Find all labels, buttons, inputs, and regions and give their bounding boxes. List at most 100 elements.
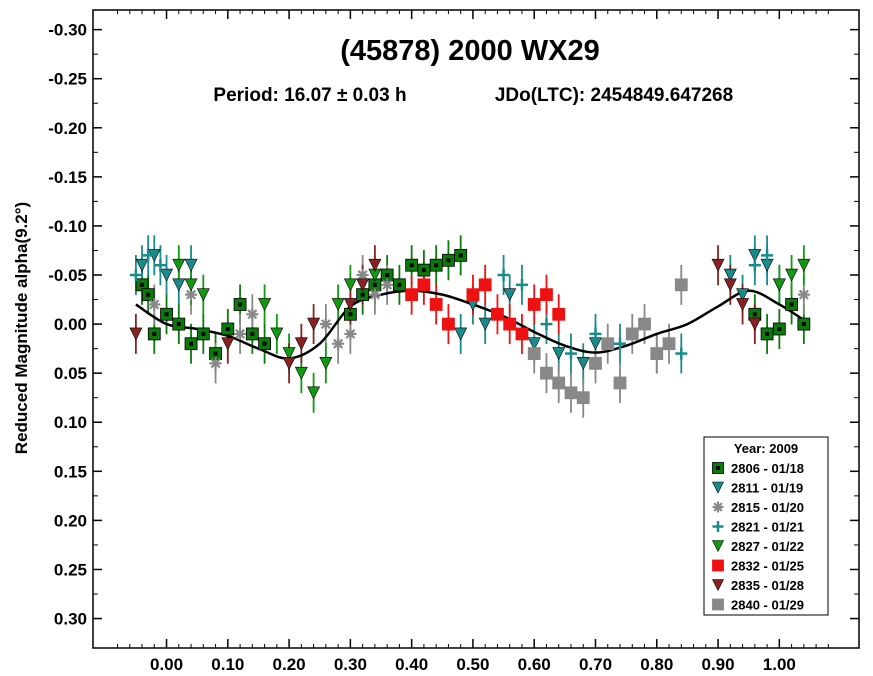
marker-square <box>405 288 419 302</box>
legend-marker-2806 <box>712 462 724 474</box>
marker-dot <box>434 263 439 268</box>
y-axis-label: Reduced Magnitude alpha(9.2°) <box>12 202 31 454</box>
marker-square <box>650 347 664 360</box>
point-2815 <box>246 308 259 321</box>
marker-square <box>478 278 492 292</box>
legend-entry-2815: 2815 - 01/20 <box>731 500 804 515</box>
marker-triangle <box>221 337 235 351</box>
marker-dot <box>360 292 365 297</box>
point-2811 <box>736 288 750 302</box>
marker-triangle <box>270 327 284 341</box>
point-2821 <box>129 269 142 282</box>
point-2827 <box>331 298 345 312</box>
point-2840 <box>601 337 615 351</box>
marker-triangle <box>368 258 382 272</box>
legend-title: Year: 2009 <box>734 441 798 456</box>
point-2806 <box>147 327 161 341</box>
chart-subtitle-period: Period: 16.07 ± 0.03 h <box>213 85 406 106</box>
marker-square <box>662 337 676 351</box>
point-2832 <box>552 307 566 321</box>
point-2806 <box>392 278 406 292</box>
point-2821 <box>142 249 155 262</box>
legend-entry-2821: 2821 - 01/21 <box>731 520 804 535</box>
point-2815 <box>319 318 332 331</box>
marker-square <box>527 298 541 311</box>
x-tick-label: 0.50 <box>456 655 489 674</box>
y-tick-label: 0.00 <box>54 315 87 334</box>
legend-marker-2821 <box>712 521 724 532</box>
x-tick-label: 0.40 <box>395 655 428 674</box>
legend-box <box>703 436 829 616</box>
marker-triangle <box>712 579 724 592</box>
y-tick-label: 0.05 <box>54 364 87 383</box>
point-2815 <box>381 278 394 291</box>
point-2815 <box>148 298 161 311</box>
y-tick-label: -0.25 <box>48 70 87 89</box>
marker-dot <box>752 312 757 317</box>
point-2815 <box>344 327 357 340</box>
point-2832 <box>515 327 529 341</box>
legend-entry-2832: 2832 - 01/25 <box>731 559 804 574</box>
y-axis-ticks: -0.30 -0.25 -0.20 -0.15 -0.10 -0.05 0.00 0.05 0.… <box>48 21 859 629</box>
point-2832 <box>466 288 480 302</box>
point-2827 <box>785 268 799 282</box>
point-2815 <box>234 327 247 340</box>
marker-dot <box>789 302 794 307</box>
y-tick-label: 0.10 <box>54 413 87 432</box>
marker-triangle <box>356 278 370 292</box>
x-tick-label: 0.00 <box>150 655 183 674</box>
point-2821 <box>748 259 761 272</box>
marker-triangle <box>258 298 272 312</box>
y-tick-label: 0.15 <box>54 462 87 481</box>
marker-dot <box>189 341 194 346</box>
point-2827 <box>307 386 321 400</box>
point-2835 <box>748 317 762 331</box>
point-2811 <box>748 249 762 263</box>
point-2806 <box>429 258 443 272</box>
y-tick-label: -0.30 <box>48 21 87 40</box>
point-2821 <box>614 337 627 350</box>
marker-square <box>417 278 431 292</box>
point-2832 <box>429 298 443 311</box>
legend-marker-2827 <box>712 540 724 553</box>
point-2811 <box>503 288 517 302</box>
x-tick-label: 1.00 <box>763 655 796 674</box>
marker-triangle <box>282 357 296 371</box>
marker-square <box>466 288 480 302</box>
y-tick-label: -0.15 <box>48 168 87 187</box>
point-2840 <box>552 376 566 390</box>
marker-triangle <box>454 327 468 341</box>
point-2811 <box>478 317 492 331</box>
marker-triangle <box>319 357 333 371</box>
marker-dot <box>385 273 390 278</box>
point-2806 <box>209 347 222 360</box>
point-2811 <box>527 337 541 351</box>
point-2806 <box>141 288 155 302</box>
marker-triangle <box>343 298 357 312</box>
legend-marker-2815 <box>712 501 724 513</box>
y-tick-label: 0.25 <box>54 560 87 579</box>
marker-triangle <box>736 298 750 312</box>
legend-marker-2811 <box>712 481 724 494</box>
point-2835 <box>294 337 308 351</box>
marker-triangle <box>527 337 541 351</box>
marker-square <box>638 317 651 331</box>
point-2832 <box>417 278 431 292</box>
marker-triangle <box>129 327 143 341</box>
marker-triangle <box>294 366 308 380</box>
marker-triangle <box>711 258 725 272</box>
chart-subtitle-epoch: JDo(LTC): 2454849.647268 <box>495 85 733 106</box>
marker-square <box>552 376 566 390</box>
point-2840 <box>613 376 627 390</box>
point-2827 <box>343 278 357 292</box>
point-2832 <box>503 317 517 331</box>
marker-dot <box>225 327 230 331</box>
point-2827 <box>797 258 811 272</box>
marker-square <box>540 366 553 380</box>
marker-square <box>613 376 627 390</box>
point-2821 <box>589 327 602 340</box>
marker-triangle <box>294 337 308 351</box>
point-2832 <box>540 288 553 302</box>
point-2827 <box>319 357 333 371</box>
marker-dot <box>348 312 353 317</box>
